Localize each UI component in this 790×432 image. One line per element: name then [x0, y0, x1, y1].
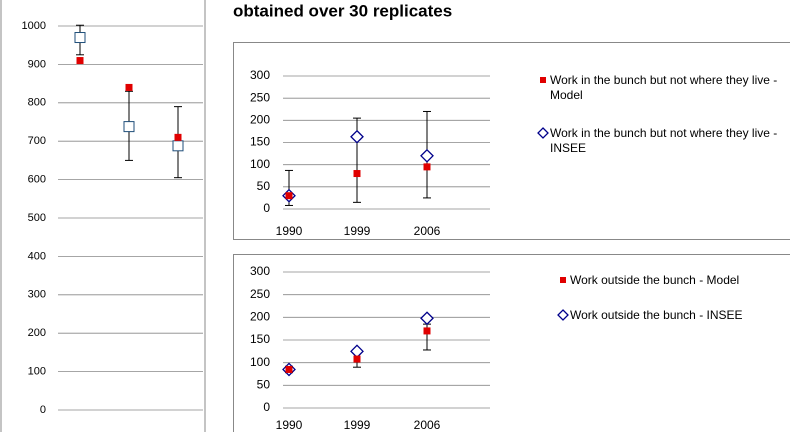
y-tick-label: 0: [263, 201, 270, 215]
y-tick-label: 800: [28, 97, 46, 109]
y-tick-label: 100: [250, 355, 270, 369]
y-tick-label: 50: [257, 378, 271, 392]
y-tick-label: 400: [28, 250, 46, 262]
marker: [285, 365, 293, 373]
y-tick-label: 250: [250, 90, 270, 104]
legend-label: Work in the bunch but not where they liv…: [550, 73, 778, 102]
y-tick-label: 150: [250, 332, 270, 346]
x-tick-label: 1990: [276, 418, 303, 432]
marker: [350, 344, 364, 359]
panel-frame: [233, 254, 790, 432]
marker: [353, 170, 361, 178]
y-tick-label: 200: [250, 113, 270, 127]
marker: [423, 327, 431, 335]
y-tick-label: 300: [28, 289, 46, 301]
marker: [420, 311, 434, 326]
x-tick-label: 2006: [414, 418, 441, 432]
panel-frame: [233, 42, 790, 240]
marker: [537, 127, 549, 139]
y-tick-label: 250: [250, 287, 270, 301]
y-tick-label: 0: [263, 400, 270, 414]
marker: [540, 77, 546, 83]
marker: [423, 163, 431, 171]
marker: [74, 32, 86, 44]
y-tick-label: 200: [28, 327, 46, 339]
marker: [420, 148, 434, 163]
legend-label: Work outside the bunch - Model: [570, 273, 740, 287]
y-tick-label: 0: [40, 404, 46, 416]
y-tick-label: 700: [28, 135, 46, 147]
marker: [125, 83, 133, 91]
marker: [285, 192, 293, 200]
y-tick-label: 500: [28, 212, 46, 224]
marker: [76, 57, 84, 65]
legend-label: Work in the bunch but not where they liv…: [550, 126, 778, 155]
marker: [350, 129, 364, 144]
marker: [172, 140, 184, 152]
y-tick-label: 1000: [22, 20, 46, 32]
chart-title: obtained over 30 replicates: [233, 1, 452, 20]
y-tick-label: 100: [28, 366, 46, 378]
legend-label: Work outside the bunch - INSEE: [570, 308, 743, 322]
y-tick-label: 100: [250, 157, 270, 171]
marker: [174, 133, 182, 141]
panel-frame: [0, 0, 206, 432]
marker: [560, 277, 566, 283]
x-tick-label: 2006: [414, 224, 441, 238]
marker: [353, 355, 361, 363]
y-tick-label: 300: [250, 264, 270, 278]
y-tick-label: 150: [250, 135, 270, 149]
x-tick-label: 1990: [276, 224, 303, 238]
y-tick-label: 900: [28, 58, 46, 70]
x-tick-label: 1999: [344, 418, 371, 432]
y-tick-label: 50: [257, 179, 271, 193]
marker: [557, 309, 569, 321]
marker: [123, 121, 135, 133]
y-tick-label: 200: [250, 310, 270, 324]
x-tick-label: 1999: [344, 224, 371, 238]
y-tick-label: 300: [250, 68, 270, 82]
y-tick-label: 600: [28, 174, 46, 186]
